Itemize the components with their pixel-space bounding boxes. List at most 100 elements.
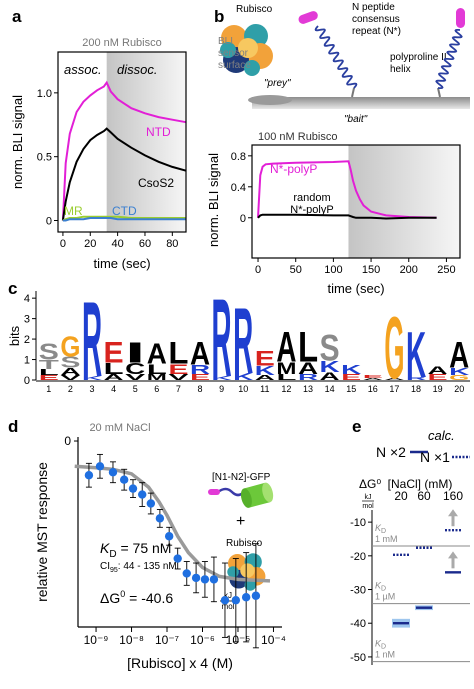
x-axis-label: [Rubisco] x 4 (M): [127, 655, 233, 671]
rubisco-label: Rubisco: [226, 538, 263, 549]
logo-letter: R: [298, 372, 318, 381]
linker: [437, 87, 441, 98]
data-point: [138, 490, 147, 499]
logo-letter: K: [212, 375, 232, 381]
y-axis-label: bits: [7, 325, 22, 346]
kd-subscript: D: [381, 644, 386, 651]
logo-letter: G: [60, 331, 80, 363]
logo-letter: A: [449, 334, 469, 375]
plot-frame: [57, 51, 187, 233]
series-line: [61, 80, 187, 221]
logo-letter: E: [255, 347, 275, 371]
x-tick-label: 10⁻⁶: [190, 633, 215, 647]
position-label: 16: [368, 384, 378, 394]
logo-letter: S: [320, 327, 340, 368]
logo-letter: G: [449, 374, 469, 382]
logo-letter: A: [320, 370, 340, 383]
kd-symbol: K: [375, 581, 382, 591]
logo-letter: R: [82, 279, 102, 399]
kd-symbol: K: [375, 523, 382, 533]
bli-diagram: Rubisco "prey" BLI sensor surface N pept…: [218, 2, 470, 125]
x-tick-label: 150: [362, 264, 380, 276]
y-tick-label: 4: [24, 293, 30, 305]
helix-label: polyproline II: [390, 52, 447, 63]
logo-letter: M: [276, 359, 296, 378]
dg-value: = -40.6: [125, 590, 173, 606]
chart-title: 20 mM NaCl: [89, 422, 150, 434]
y-tick-label: 0.5: [37, 152, 52, 164]
position-label: 4: [111, 384, 116, 394]
position-label: 6: [154, 384, 159, 394]
x-tick-label: 0: [60, 238, 66, 250]
series-label: N*-polyP: [270, 162, 317, 176]
dg-superscript: 0: [120, 589, 125, 599]
dg-unit-bottom: mol: [222, 602, 235, 611]
logo-letter: C: [125, 360, 145, 377]
x-tick-label: 20: [84, 238, 96, 250]
series-label: MR: [64, 204, 83, 218]
sensor-shadow: [248, 95, 292, 105]
logo-letter: V: [168, 372, 188, 381]
kd-reference-label: 1 µM: [375, 592, 395, 602]
x-tick-label: 250: [437, 264, 455, 276]
series-line: [62, 217, 186, 222]
logo-letter: A: [276, 323, 296, 371]
x-tick-label: 10⁻⁴: [261, 633, 286, 647]
y-tick-label: -20: [350, 551, 366, 563]
data-point: [146, 499, 156, 508]
position-label: 15: [346, 384, 356, 394]
logo-letter: T: [39, 357, 59, 371]
plus-sign: +: [236, 513, 245, 530]
x-tick-label: 10⁻⁵: [226, 633, 251, 647]
logo-letter: K: [341, 362, 361, 376]
kd-symbol: K: [375, 639, 382, 649]
x-tick-label: 10⁻⁹: [84, 633, 109, 647]
logo-letter: L: [39, 367, 59, 376]
logo-letter: A: [428, 364, 448, 377]
y-tick-label: 0: [46, 216, 52, 228]
series-label-line: random: [293, 192, 330, 204]
series-line: [61, 127, 187, 221]
chart-title: 200 nM Rubisco: [82, 37, 162, 49]
construct-label: [N1-N2]-GFP: [212, 472, 271, 483]
kd-reference-symbol: KD: [375, 639, 386, 651]
prey-label: "prey": [264, 78, 291, 89]
position-label: 9: [219, 384, 224, 394]
panel-letter: c: [8, 279, 17, 298]
logo-letter: A: [60, 366, 80, 377]
y-tick-label: -40: [350, 618, 366, 630]
polyproline-helix: [435, 29, 463, 89]
y-tick-label: 3: [24, 314, 30, 326]
position-label: 5: [133, 384, 138, 394]
y-tick-label: 0.4: [231, 182, 246, 194]
logo-letter: V: [60, 374, 80, 382]
legend-label: N ×2: [376, 444, 406, 460]
data-point: [251, 591, 261, 600]
sensor-surface: [252, 97, 470, 109]
peptide-label: N peptide: [352, 2, 395, 13]
logo-letter: R: [233, 288, 253, 393]
y-tick-label: -10: [350, 517, 366, 529]
x-axis-label: time (sec): [327, 281, 384, 296]
sensor-label: surface: [218, 60, 251, 71]
lower-bound-arrowhead: [448, 509, 458, 517]
logo-letter: E: [190, 372, 210, 381]
panel-letter: a: [12, 7, 22, 26]
y-axis-label: ΔG⁰: [359, 477, 381, 491]
phase-annotation: dissoc.: [117, 62, 157, 77]
position-label: 12: [281, 384, 291, 394]
legend-label: N ×1: [420, 449, 450, 465]
position-label: 18: [411, 384, 421, 394]
position-label: 13: [303, 384, 313, 394]
kd-subscript: D: [109, 549, 116, 560]
data-point: [182, 569, 191, 578]
y-axis-label: norm. BLI signal: [10, 95, 25, 189]
position-label: 8: [197, 384, 202, 394]
y-tick-label: 1.0: [37, 88, 52, 100]
x-tick-label: 50: [290, 264, 302, 276]
series-label-line: N*-polyP: [290, 204, 333, 216]
position-label: 3: [89, 384, 94, 394]
data-point: [84, 471, 94, 480]
position-label: 17: [389, 384, 399, 394]
